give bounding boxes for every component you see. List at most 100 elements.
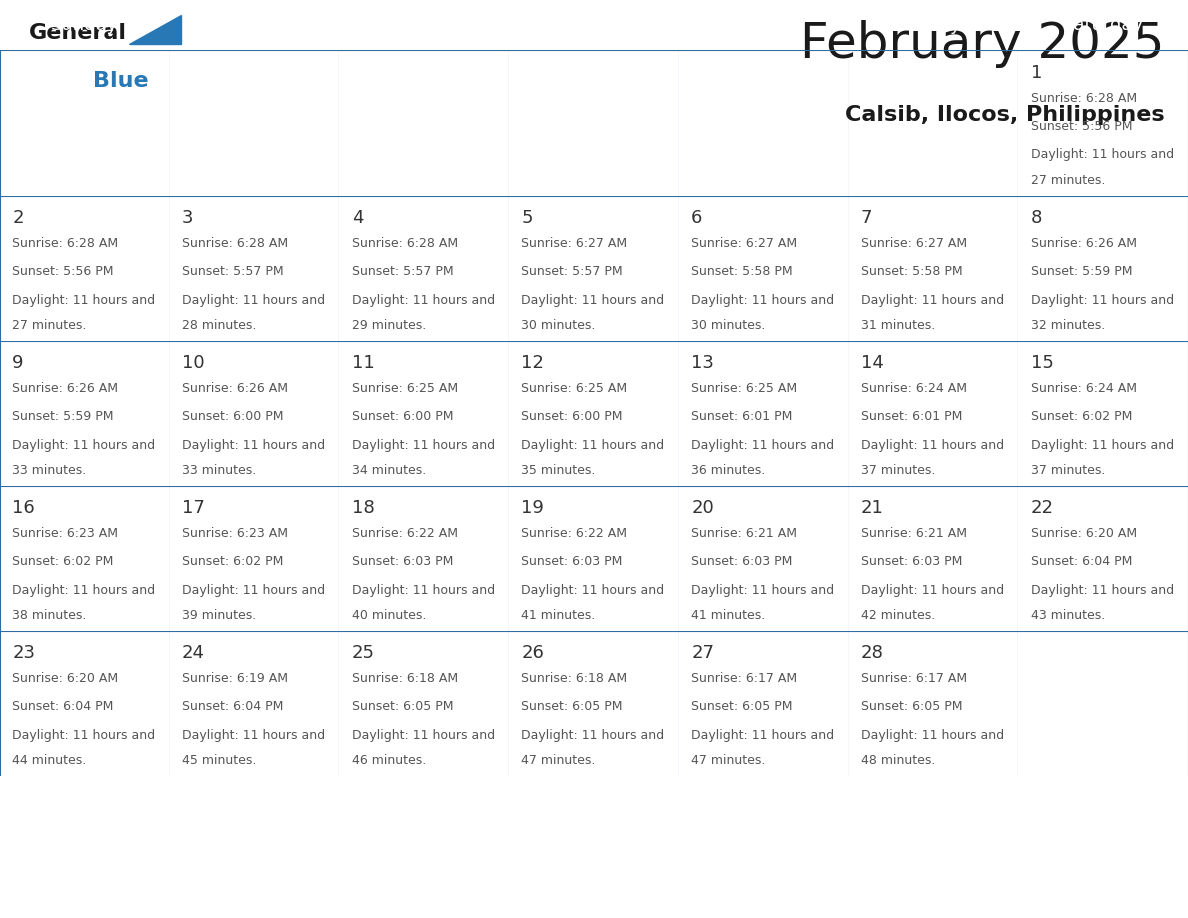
Text: Daylight: 11 hours and: Daylight: 11 hours and [522,439,669,452]
Polygon shape [129,15,181,44]
Text: 19: 19 [522,498,544,517]
Text: 21: 21 [861,498,884,517]
Text: Sunset: 6:03 PM: Sunset: 6:03 PM [861,555,962,568]
Text: Sunset: 6:02 PM: Sunset: 6:02 PM [12,555,114,568]
Text: February 2025: February 2025 [800,19,1164,68]
Text: 4: 4 [352,208,364,227]
Text: 7: 7 [861,208,872,227]
Text: 38 minutes.: 38 minutes. [12,609,87,622]
Text: Daylight: 11 hours and: Daylight: 11 hours and [182,294,329,307]
Text: Sunset: 6:00 PM: Sunset: 6:00 PM [522,410,623,423]
Text: 42 minutes.: 42 minutes. [861,609,935,622]
Text: 41 minutes.: 41 minutes. [691,609,765,622]
Text: Sunrise: 6:17 AM: Sunrise: 6:17 AM [691,672,797,685]
Text: 33 minutes.: 33 minutes. [182,464,257,477]
Text: Sunset: 5:57 PM: Sunset: 5:57 PM [352,265,454,278]
Text: Sunrise: 6:26 AM: Sunrise: 6:26 AM [1030,237,1137,250]
Text: General: General [29,24,127,43]
Text: Sunrise: 6:21 AM: Sunrise: 6:21 AM [861,527,967,540]
Text: Calsib, Ilocos, Philippines: Calsib, Ilocos, Philippines [845,106,1164,125]
Text: 32 minutes.: 32 minutes. [1030,319,1105,332]
Text: Sunrise: 6:24 AM: Sunrise: 6:24 AM [1030,382,1137,395]
Text: Daylight: 11 hours and: Daylight: 11 hours and [861,294,1007,307]
Text: Sunrise: 6:22 AM: Sunrise: 6:22 AM [352,527,457,540]
Text: Daylight: 11 hours and: Daylight: 11 hours and [182,729,329,742]
Text: Sunset: 6:03 PM: Sunset: 6:03 PM [522,555,623,568]
Text: 28 minutes.: 28 minutes. [182,319,257,332]
Text: 27: 27 [691,644,714,662]
Text: Daylight: 11 hours and: Daylight: 11 hours and [691,584,839,597]
Text: 9: 9 [12,353,24,372]
Text: 46 minutes.: 46 minutes. [352,754,426,767]
Text: 34 minutes.: 34 minutes. [352,464,426,477]
Text: 11: 11 [352,353,374,372]
Text: Blue: Blue [93,71,148,91]
Text: Daylight: 11 hours and: Daylight: 11 hours and [1030,584,1177,597]
Text: Daylight: 11 hours and: Daylight: 11 hours and [1030,149,1177,162]
Text: Saturday: Saturday [1062,17,1144,34]
Text: Daylight: 11 hours and: Daylight: 11 hours and [12,439,159,452]
Text: Daylight: 11 hours and: Daylight: 11 hours and [691,729,839,742]
Text: Sunset: 6:05 PM: Sunset: 6:05 PM [522,700,623,713]
Text: Sunset: 6:04 PM: Sunset: 6:04 PM [182,700,284,713]
Text: Sunset: 5:57 PM: Sunset: 5:57 PM [522,265,623,278]
Text: 6: 6 [691,208,702,227]
Text: Daylight: 11 hours and: Daylight: 11 hours and [861,439,1007,452]
Text: Sunrise: 6:27 AM: Sunrise: 6:27 AM [691,237,797,250]
Text: Sunrise: 6:18 AM: Sunrise: 6:18 AM [522,672,627,685]
Text: Friday: Friday [906,17,961,34]
Text: Sunset: 6:05 PM: Sunset: 6:05 PM [352,700,453,713]
Text: 43 minutes.: 43 minutes. [1030,609,1105,622]
Text: 20: 20 [691,498,714,517]
Text: Sunrise: 6:25 AM: Sunrise: 6:25 AM [522,382,627,395]
Text: 1: 1 [1030,63,1042,82]
Text: 37 minutes.: 37 minutes. [861,464,935,477]
Text: 26: 26 [522,644,544,662]
Text: 22: 22 [1030,498,1054,517]
Text: Sunrise: 6:24 AM: Sunrise: 6:24 AM [861,382,967,395]
Text: Sunset: 6:00 PM: Sunset: 6:00 PM [352,410,453,423]
Text: Daylight: 11 hours and: Daylight: 11 hours and [352,294,499,307]
Text: 17: 17 [182,498,204,517]
Text: 27 minutes.: 27 minutes. [12,319,87,332]
Text: Sunset: 5:56 PM: Sunset: 5:56 PM [1030,120,1132,133]
Text: 41 minutes.: 41 minutes. [522,609,595,622]
Text: Daylight: 11 hours and: Daylight: 11 hours and [522,584,669,597]
Text: Daylight: 11 hours and: Daylight: 11 hours and [352,439,499,452]
Text: Sunrise: 6:20 AM: Sunrise: 6:20 AM [1030,527,1137,540]
Text: Daylight: 11 hours and: Daylight: 11 hours and [182,439,329,452]
Text: Daylight: 11 hours and: Daylight: 11 hours and [12,584,159,597]
Text: Sunset: 6:02 PM: Sunset: 6:02 PM [182,555,284,568]
Text: 44 minutes.: 44 minutes. [12,754,87,767]
Text: Daylight: 11 hours and: Daylight: 11 hours and [12,729,159,742]
Text: Sunrise: 6:28 AM: Sunrise: 6:28 AM [182,237,289,250]
Text: 39 minutes.: 39 minutes. [182,609,257,622]
Text: Sunrise: 6:18 AM: Sunrise: 6:18 AM [352,672,457,685]
Text: 37 minutes.: 37 minutes. [1030,464,1105,477]
Text: 3: 3 [182,208,194,227]
Text: Sunrise: 6:20 AM: Sunrise: 6:20 AM [12,672,119,685]
Text: Daylight: 11 hours and: Daylight: 11 hours and [1030,439,1177,452]
Text: 10: 10 [182,353,204,372]
Text: Thursday: Thursday [722,17,805,34]
Text: Sunset: 5:58 PM: Sunset: 5:58 PM [691,265,792,278]
Text: Sunset: 6:03 PM: Sunset: 6:03 PM [352,555,453,568]
Text: 8: 8 [1030,208,1042,227]
Text: 40 minutes.: 40 minutes. [352,609,426,622]
Text: Sunset: 6:00 PM: Sunset: 6:00 PM [182,410,284,423]
Text: 30 minutes.: 30 minutes. [522,319,596,332]
Text: Sunrise: 6:26 AM: Sunrise: 6:26 AM [12,382,119,395]
Text: 29 minutes.: 29 minutes. [352,319,426,332]
Text: Sunrise: 6:28 AM: Sunrise: 6:28 AM [352,237,457,250]
Text: 28: 28 [861,644,884,662]
Text: Daylight: 11 hours and: Daylight: 11 hours and [12,294,159,307]
Text: Sunrise: 6:17 AM: Sunrise: 6:17 AM [861,672,967,685]
Text: Sunrise: 6:28 AM: Sunrise: 6:28 AM [12,237,119,250]
Text: Daylight: 11 hours and: Daylight: 11 hours and [1030,294,1177,307]
Text: 2: 2 [12,208,24,227]
Text: Sunset: 6:01 PM: Sunset: 6:01 PM [861,410,962,423]
Text: Sunrise: 6:28 AM: Sunrise: 6:28 AM [1030,92,1137,105]
Text: 33 minutes.: 33 minutes. [12,464,87,477]
Text: Sunrise: 6:27 AM: Sunrise: 6:27 AM [522,237,627,250]
Text: Tuesday: Tuesday [387,17,461,34]
